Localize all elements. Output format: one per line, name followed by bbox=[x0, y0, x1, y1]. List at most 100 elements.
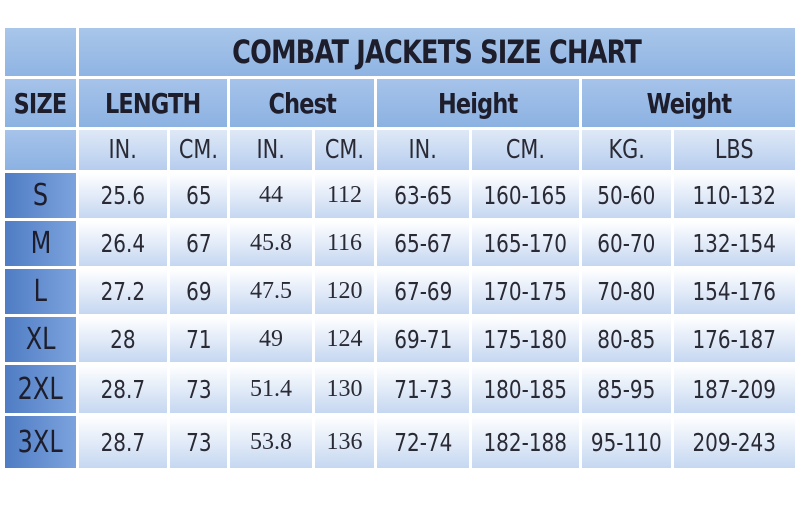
value-cell: 176-187 bbox=[674, 317, 796, 362]
value-cell: 51.4 bbox=[230, 365, 312, 413]
value-cell: 182-188 bbox=[472, 416, 579, 468]
unit-header: IN. bbox=[377, 130, 469, 170]
value-cell: 110-132 bbox=[674, 173, 796, 218]
text: 170-175 bbox=[483, 277, 568, 306]
unit-header: IN. bbox=[79, 130, 167, 170]
value-cell: 63-65 bbox=[377, 173, 469, 218]
value-cell: 154-176 bbox=[674, 269, 796, 314]
value-cell: 170-175 bbox=[472, 269, 579, 314]
value-cell: 72-74 bbox=[377, 416, 469, 468]
value-cell: 187-209 bbox=[674, 365, 796, 413]
text: 25.6 bbox=[100, 181, 146, 210]
text: 136 bbox=[326, 428, 363, 455]
blank-cell bbox=[5, 28, 76, 76]
value-cell: 132-154 bbox=[674, 221, 796, 266]
unit-row: IN. CM. IN. CM. IN. CM. KG. LBS bbox=[5, 130, 796, 170]
size-cell: XL bbox=[5, 317, 76, 362]
text: LBS bbox=[715, 135, 754, 165]
size-cell: S bbox=[5, 173, 76, 218]
text: 51.4 bbox=[250, 375, 292, 402]
value-cell: 71-73 bbox=[377, 365, 469, 413]
text: 44 bbox=[259, 182, 283, 208]
text: S bbox=[32, 178, 49, 213]
text: 80-85 bbox=[597, 325, 656, 354]
data-row: S 25.6 65 44 112 63-65 160-165 50-60 110-132 bbox=[5, 173, 796, 218]
text: 67 bbox=[185, 229, 212, 258]
size-cell: 3XL bbox=[5, 416, 76, 468]
text: 112 bbox=[326, 182, 363, 208]
data-row: 3XL 28.7 73 53.8 136 72-74 182-188 95-110 209-24… bbox=[5, 416, 796, 468]
value-cell: 28 bbox=[79, 317, 167, 362]
text: 69 bbox=[185, 277, 212, 306]
text: 28 bbox=[110, 325, 136, 354]
text: 176-187 bbox=[692, 325, 777, 354]
text: IN. bbox=[108, 135, 138, 165]
value-cell: 112 bbox=[315, 173, 374, 218]
text: 3XL bbox=[17, 424, 64, 460]
text: 160-165 bbox=[483, 181, 568, 210]
text: 110-132 bbox=[692, 181, 777, 210]
blank-cell bbox=[5, 130, 76, 170]
text: 49 bbox=[259, 326, 283, 352]
text: 95-110 bbox=[591, 427, 662, 457]
text: XL bbox=[25, 322, 56, 357]
text: 65 bbox=[185, 181, 212, 210]
text: Height bbox=[438, 86, 518, 120]
unit-header: CM. bbox=[315, 130, 374, 170]
title: COMBAT JACKETS SIZE CHART bbox=[79, 28, 796, 76]
value-cell: 25.6 bbox=[79, 173, 167, 218]
unit-header: CM. bbox=[472, 130, 579, 170]
text: 72-74 bbox=[393, 427, 453, 457]
text: 85-95 bbox=[597, 374, 656, 404]
size-cell: L bbox=[5, 269, 76, 314]
text: 65-67 bbox=[393, 229, 453, 258]
text: 47.5 bbox=[250, 278, 292, 304]
value-cell: 160-165 bbox=[472, 173, 579, 218]
text: 71-73 bbox=[393, 374, 453, 404]
value-cell: 165-170 bbox=[472, 221, 579, 266]
text: 28.7 bbox=[100, 374, 146, 404]
value-cell: 180-185 bbox=[472, 365, 579, 413]
value-cell: 44 bbox=[230, 173, 312, 218]
unit-header: CM. bbox=[170, 130, 227, 170]
value-cell: 70-80 bbox=[582, 269, 671, 314]
text: 60-70 bbox=[597, 229, 656, 258]
value-cell: 130 bbox=[315, 365, 374, 413]
text: M bbox=[30, 226, 51, 261]
text: 26.4 bbox=[100, 229, 146, 258]
size-header: SIZE bbox=[5, 79, 76, 127]
size-cell: 2XL bbox=[5, 365, 76, 413]
text: 187-209 bbox=[692, 374, 777, 404]
value-cell: 60-70 bbox=[582, 221, 671, 266]
text: CM. bbox=[324, 135, 365, 165]
text: IN. bbox=[256, 135, 286, 165]
value-cell: 116 bbox=[315, 221, 374, 266]
value-cell: 209-243 bbox=[674, 416, 796, 468]
value-cell: 49 bbox=[230, 317, 312, 362]
text: 73 bbox=[185, 374, 212, 404]
value-cell: 50-60 bbox=[582, 173, 671, 218]
text: 73 bbox=[185, 427, 212, 457]
text: 53.8 bbox=[250, 428, 292, 455]
unit-header: LBS bbox=[674, 130, 796, 170]
unit-header: IN. bbox=[230, 130, 312, 170]
text: 63-65 bbox=[393, 181, 453, 210]
title-row: COMBAT JACKETS SIZE CHART bbox=[5, 28, 796, 76]
value-cell: 85-95 bbox=[582, 365, 671, 413]
value-cell: 95-110 bbox=[582, 416, 671, 468]
text: 2XL bbox=[17, 371, 64, 407]
value-cell: 69 bbox=[170, 269, 227, 314]
data-row: M 26.4 67 45.8 116 65-67 165-170 60-70 132-154 bbox=[5, 221, 796, 266]
text: 209-243 bbox=[692, 427, 777, 457]
value-cell: 28.7 bbox=[79, 365, 167, 413]
text: COMBAT JACKETS SIZE CHART bbox=[232, 33, 643, 71]
value-cell: 71 bbox=[170, 317, 227, 362]
unit-header: KG. bbox=[582, 130, 671, 170]
text: IN. bbox=[408, 135, 438, 165]
data-row: 2XL 28.7 73 51.4 130 71-73 180-185 85-95 187-209 bbox=[5, 365, 796, 413]
text: 45.8 bbox=[250, 230, 292, 256]
value-cell: 124 bbox=[315, 317, 374, 362]
text: 50-60 bbox=[597, 181, 656, 210]
value-cell: 67 bbox=[170, 221, 227, 266]
text: LENGTH bbox=[105, 86, 201, 120]
